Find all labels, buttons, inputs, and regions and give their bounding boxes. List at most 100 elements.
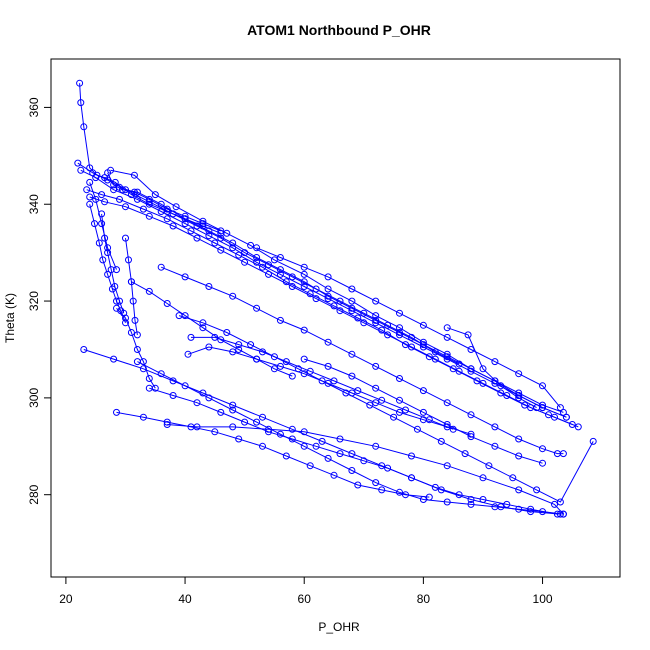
data-point [312, 295, 320, 303]
data-point [253, 418, 261, 426]
data-point [199, 319, 207, 327]
data-point [235, 435, 243, 443]
data-point [515, 452, 523, 460]
data-point [247, 341, 255, 349]
data-point [443, 498, 451, 506]
data-point [282, 452, 290, 460]
data-point [336, 307, 344, 315]
data-point [104, 244, 112, 252]
series-7 [104, 169, 567, 416]
data-point [169, 222, 177, 230]
data-point [449, 365, 457, 373]
data-point [205, 394, 213, 402]
data-point [324, 338, 332, 346]
data-point [217, 246, 225, 254]
data-point [372, 362, 380, 370]
y-axis: 280 300 320 340 360 [27, 97, 52, 505]
data-point [253, 254, 261, 261]
data-point [443, 462, 451, 470]
data-point [467, 500, 475, 508]
data-point [330, 471, 338, 479]
data-point [116, 183, 123, 191]
data-point [181, 273, 189, 281]
data-point [539, 459, 546, 467]
series-line [256, 247, 561, 408]
data-point [276, 270, 284, 278]
data-point [101, 198, 109, 206]
series-line [89, 196, 579, 428]
data-point [205, 227, 213, 235]
data-point [324, 285, 332, 293]
data-point [533, 404, 541, 412]
data-point [556, 404, 564, 412]
y-tick-label: 300 [27, 388, 41, 408]
data-point [539, 445, 546, 453]
data-point [145, 375, 153, 382]
data-point [145, 195, 153, 203]
data-point [408, 452, 415, 460]
data-point [92, 174, 100, 182]
data-point [157, 263, 165, 271]
data-point [98, 191, 106, 199]
data-point [300, 370, 308, 378]
data-point [104, 176, 112, 184]
data-point [127, 329, 135, 336]
data-point [98, 210, 106, 218]
data-point [86, 200, 94, 208]
data-point [354, 481, 362, 489]
data-point [259, 348, 266, 356]
data-point [437, 437, 445, 445]
data-point [113, 266, 120, 274]
data-point [187, 227, 195, 235]
data-point [360, 457, 368, 465]
data-point [306, 367, 314, 375]
data-point [145, 287, 153, 295]
data-point [211, 239, 219, 247]
data-point [181, 312, 189, 320]
data-point [408, 343, 415, 351]
series-line [191, 336, 454, 430]
data-point [467, 433, 475, 441]
data-point [253, 244, 261, 252]
data-point [402, 491, 409, 499]
data-point [556, 498, 564, 506]
data-point [229, 348, 237, 356]
data-point [80, 346, 88, 353]
data-point [360, 319, 368, 327]
data-point [574, 423, 582, 431]
data-point [131, 316, 139, 324]
data-point [318, 437, 326, 445]
data-point [419, 321, 427, 329]
data-point [107, 266, 115, 274]
data-point [111, 283, 119, 290]
data-point [205, 283, 213, 290]
data-point [384, 464, 392, 472]
data-point [324, 292, 332, 300]
data-point [396, 396, 403, 404]
data-point [122, 314, 129, 322]
data-point [396, 408, 403, 416]
data-point [199, 217, 207, 225]
data-point [348, 297, 356, 305]
data-point [497, 389, 505, 397]
data-point [354, 387, 362, 395]
series-line [137, 361, 564, 515]
data-point [95, 239, 103, 247]
data-point [485, 462, 493, 470]
data-point [80, 123, 88, 131]
data-point [76, 79, 84, 87]
data-point [348, 372, 356, 380]
data-point [378, 486, 386, 494]
data-point [122, 234, 129, 242]
data-point [163, 205, 171, 213]
series-10 [122, 234, 141, 339]
data-point [223, 229, 231, 237]
series-line [304, 358, 543, 464]
data-point [181, 220, 189, 228]
data-point [270, 256, 278, 264]
data-point [181, 212, 189, 220]
data-point [491, 358, 499, 366]
data-point [169, 392, 177, 399]
data-point [276, 362, 284, 370]
